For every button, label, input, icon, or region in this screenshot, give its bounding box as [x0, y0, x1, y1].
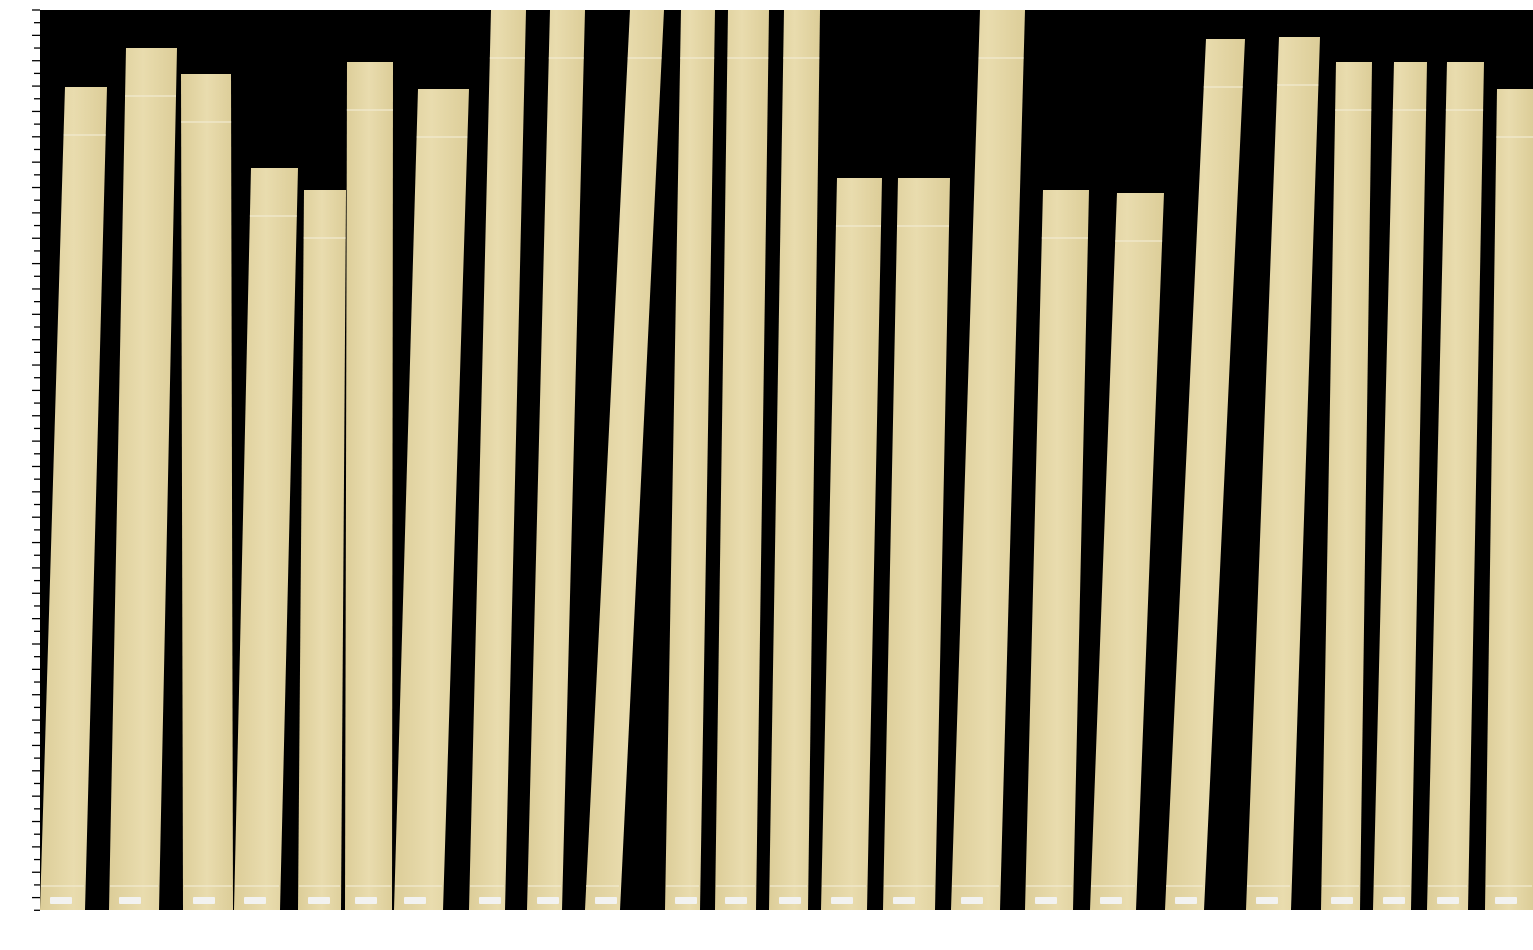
strip-sticker-label: [595, 897, 617, 904]
strip-sticker-label: [1331, 897, 1353, 904]
strip-surface: [527, 10, 585, 910]
strip-sticker-label: [50, 897, 72, 904]
veneer-strip: [821, 178, 882, 910]
veneer-strip: [345, 62, 393, 910]
strip-surface: [1025, 190, 1089, 910]
strip-surface: [1246, 37, 1320, 910]
veneer-strip: [1427, 62, 1484, 910]
strip-sticker-label: [308, 897, 330, 904]
strip-surface: [769, 10, 820, 910]
strip-surface: [951, 10, 1025, 910]
veneer-strip: [181, 74, 233, 910]
strip-sticker-label: [193, 897, 215, 904]
strip-sticker-label: [779, 897, 801, 904]
strip-sticker-label: [355, 897, 377, 904]
strip-sticker-label: [831, 897, 853, 904]
veneer-strips: [40, 10, 1533, 910]
strip-surface: [821, 178, 882, 910]
strip-sticker-label: [404, 897, 426, 904]
veneer-strip: [769, 10, 820, 910]
strip-sticker-label: [479, 897, 501, 904]
strip-surface: [298, 190, 346, 910]
veneer-strip: [1090, 193, 1164, 910]
veneer-strip: [234, 168, 298, 910]
strip-sticker-label: [961, 897, 983, 904]
ruler-ticks: [32, 9, 40, 911]
strip-sticker-label: [1035, 897, 1057, 904]
veneer-strip: [394, 89, 469, 910]
strip-surface: [469, 10, 526, 910]
veneer-strip: [298, 190, 346, 910]
strip-surface: [181, 74, 233, 910]
strip-sticker-label: [675, 897, 697, 904]
strip-surface: [394, 89, 469, 910]
strip-sticker-label: [537, 897, 559, 904]
strip-surface: [1090, 193, 1164, 910]
strip-surface: [1165, 39, 1245, 910]
veneer-strip: [951, 10, 1025, 910]
veneer-strip: [1321, 62, 1372, 910]
strip-sticker-label: [1256, 897, 1278, 904]
veneer-strip: [1246, 37, 1320, 910]
strip-surface: [715, 10, 769, 910]
veneer-strip: [1165, 39, 1245, 910]
strip-sticker-label: [1100, 897, 1122, 904]
strip-surface: [234, 168, 298, 910]
veneer-strip: [109, 48, 177, 910]
strip-sticker-label: [244, 897, 266, 904]
strip-surface: [109, 48, 177, 910]
veneer-strip: [1025, 190, 1089, 910]
veneer-strip: [883, 178, 950, 910]
strip-sticker-label: [1383, 897, 1405, 904]
strip-sticker-label: [119, 897, 141, 904]
strip-surface: [1427, 62, 1484, 910]
veneer-strip: [1485, 89, 1533, 910]
strip-sticker-label: [1495, 897, 1517, 904]
strip-surface: [1485, 89, 1533, 910]
veneer-strip: [1373, 62, 1427, 910]
strip-sticker-label: [893, 897, 915, 904]
strip-surface: [345, 62, 393, 910]
veneer-strip: [715, 10, 769, 910]
strip-surface: [1373, 62, 1427, 910]
strip-surface: [883, 178, 950, 910]
strip-surface: [665, 10, 715, 910]
veneer-strip: [585, 10, 664, 910]
veneer-strip: [40, 87, 107, 910]
veneer-strip: [469, 10, 526, 910]
veneer-strip: [527, 10, 585, 910]
strip-surface: [40, 87, 107, 910]
veneer-strip: [665, 10, 715, 910]
strip-sticker-label: [725, 897, 747, 904]
strip-surface: [585, 10, 664, 910]
strip-sticker-label: [1437, 897, 1459, 904]
strip-sticker-label: [1175, 897, 1197, 904]
strip-surface: [1321, 62, 1372, 910]
